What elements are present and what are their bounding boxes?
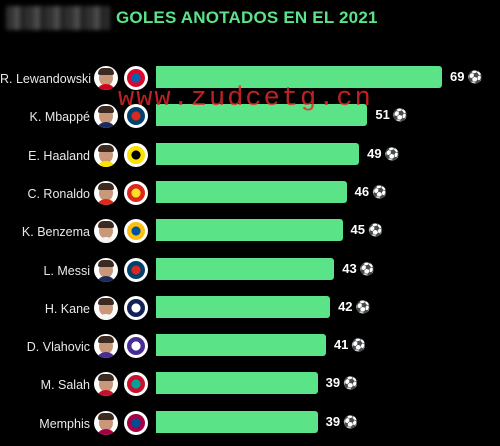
soccer-ball-icon: ⚽ xyxy=(343,414,359,429)
player-photo-icon xyxy=(94,104,118,129)
value-label: 51 ⚽ xyxy=(375,107,407,122)
player-photo-icon xyxy=(94,219,118,244)
player-photo-icon xyxy=(94,257,118,282)
chart-row: M. Salah 39 ⚽ xyxy=(0,367,500,405)
value-number: 43 xyxy=(342,260,357,276)
bar xyxy=(156,334,326,357)
category-label: Memphis xyxy=(39,416,90,431)
value-label: 43 ⚽ xyxy=(342,261,374,276)
player-photo-icon xyxy=(94,295,118,320)
soccer-ball-icon: ⚽ xyxy=(351,338,367,353)
soccer-ball-icon: ⚽ xyxy=(392,108,408,123)
soccer-ball-icon: ⚽ xyxy=(355,299,371,314)
soccer-ball-icon: ⚽ xyxy=(359,261,375,276)
chart-row: D. Vlahovic 41 ⚽ xyxy=(0,329,500,367)
blurred-logo xyxy=(6,6,110,30)
value-number: 45 xyxy=(350,222,365,238)
category-label: K. Mbappé xyxy=(29,110,90,125)
category-label: D. Vlahovic xyxy=(26,340,90,355)
chart-row: K. Benzema 45 ⚽ xyxy=(0,214,500,252)
soccer-ball-icon: ⚽ xyxy=(384,146,400,161)
club-crest-icon xyxy=(124,66,148,90)
value-label: 39 ⚽ xyxy=(326,375,358,390)
category-label: L. Messi xyxy=(43,263,90,278)
bar xyxy=(156,219,343,242)
chart-row: L. Messi 43 ⚽ xyxy=(0,253,500,291)
bar xyxy=(156,295,331,318)
value-label: 49 ⚽ xyxy=(367,146,399,161)
chart-row: C. Ronaldo 46 ⚽ xyxy=(0,176,500,214)
value-number: 42 xyxy=(338,298,353,314)
player-photo-icon xyxy=(94,142,118,167)
soccer-ball-icon: ⚽ xyxy=(367,223,383,238)
value-number: 39 xyxy=(325,413,341,429)
bar xyxy=(156,66,442,88)
soccer-ball-icon: ⚽ xyxy=(467,70,483,84)
club-crest-icon xyxy=(124,334,148,359)
category-label: M. Salah xyxy=(40,378,90,393)
chart-row: H. Kane 42 ⚽ xyxy=(0,291,500,329)
player-photo-icon xyxy=(94,410,118,435)
value-label: 39 ⚽ xyxy=(326,414,358,429)
category-label: K. Benzema xyxy=(21,225,90,240)
club-crest-icon xyxy=(124,180,148,205)
value-label: 69 ⚽ xyxy=(450,69,482,84)
bar xyxy=(156,257,335,280)
bar xyxy=(156,180,347,203)
value-number: 39 xyxy=(325,375,341,391)
club-crest-icon xyxy=(124,257,148,282)
value-number: 49 xyxy=(367,145,382,161)
value-number: 41 xyxy=(333,337,349,353)
club-crest-icon xyxy=(124,104,148,129)
chart-row: Memphis 39 ⚽ xyxy=(0,406,500,444)
chart-row: K. Mbappé 51 ⚽ xyxy=(0,99,500,137)
bar xyxy=(156,142,360,165)
watermark: www.zudcetg.cn xyxy=(118,84,373,114)
player-photo-icon xyxy=(94,372,118,397)
value-number: 69 xyxy=(450,69,465,84)
club-crest-icon xyxy=(124,219,148,244)
soccer-ball-icon: ⚽ xyxy=(372,184,388,199)
value-number: 51 xyxy=(375,107,390,123)
category-label: H. Kane xyxy=(44,301,90,316)
chart-title: GOLES ANOTADOS EN EL 2021 xyxy=(116,8,378,27)
club-crest-icon xyxy=(124,372,148,397)
chart-row: E. Haaland 49 ⚽ xyxy=(0,138,500,176)
value-number: 46 xyxy=(354,183,370,199)
value-label: 45 ⚽ xyxy=(351,222,383,237)
club-crest-icon xyxy=(124,142,148,167)
club-crest-icon xyxy=(124,410,148,435)
category-label: C. Ronaldo xyxy=(27,186,90,201)
soccer-ball-icon: ⚽ xyxy=(343,376,359,391)
category-label: R. Lewandowski xyxy=(0,72,92,86)
club-crest-icon xyxy=(124,295,148,320)
category-label: E. Haaland xyxy=(28,148,90,163)
value-label: 42 ⚽ xyxy=(338,299,370,314)
player-photo-icon xyxy=(94,180,118,205)
value-label: 41 ⚽ xyxy=(334,337,366,352)
bar xyxy=(156,410,318,433)
value-label: 46 ⚽ xyxy=(355,184,387,199)
bar xyxy=(156,104,368,127)
bar xyxy=(156,372,318,395)
chart-row: R. Lewandowski 69 ⚽ xyxy=(0,61,500,99)
player-photo-icon xyxy=(94,66,118,90)
player-photo-icon xyxy=(94,334,118,359)
